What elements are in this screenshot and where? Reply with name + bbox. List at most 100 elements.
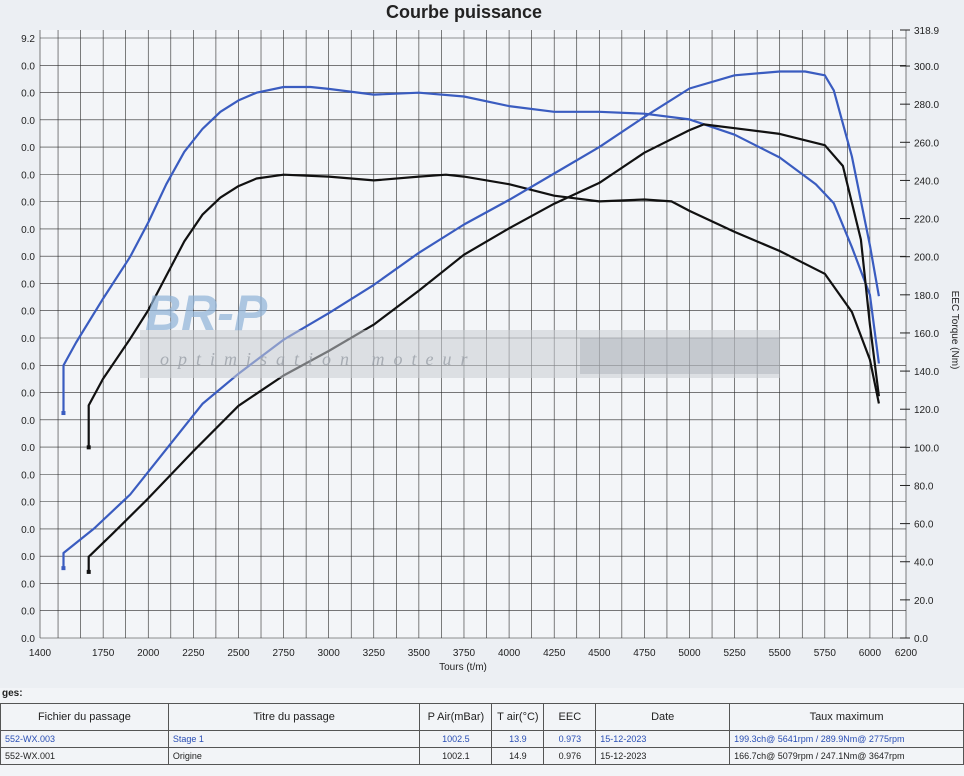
plot-background <box>40 30 906 638</box>
x-tick-label: 2000 <box>137 648 160 659</box>
x-tick-label: 5500 <box>769 648 792 659</box>
header-date: Date <box>595 703 731 731</box>
cell-pair: 1002.1 <box>419 747 493 765</box>
y-right-tick-label: 220.0 <box>914 215 939 226</box>
y-left-tick-label: 0.0 <box>21 225 35 236</box>
y-right-tick-label: 20.0 <box>914 596 934 607</box>
runs-table-section: ges: Fichier du passage Titre du passage… <box>0 688 964 776</box>
chart-plot: 1400 1750 2000 2250 2500 2750 3000 3250 3500 3750… <box>21 26 960 673</box>
cell-fichier: 552-WX.003 <box>0 730 169 748</box>
x-tick-label: 3750 <box>453 648 476 659</box>
y-right-tick-label: 160.0 <box>914 329 939 340</box>
series-start-marker-1 <box>61 411 66 416</box>
y-right-tick-label: 318.9 <box>914 26 939 37</box>
table-header-row: Fichier du passage Titre du passage P Ai… <box>0 703 964 731</box>
cell-fichier: 552-WX.001 <box>0 747 169 765</box>
table-caption: ges: <box>2 688 23 699</box>
header-taux: Taux maximum <box>729 703 964 731</box>
y-axis-title-right: EEC Torque (Nm) <box>949 291 960 370</box>
x-tick-label: 2500 <box>227 648 250 659</box>
y-left-tick-label: 0.0 <box>21 61 35 72</box>
x-tick-label: 5000 <box>678 648 701 659</box>
header-tair: T air(°C) <box>491 703 545 731</box>
series-line-4 <box>87 123 880 572</box>
y-right-tick-label: 100.0 <box>914 443 939 454</box>
y-left-tick-label: 0.0 <box>21 552 35 563</box>
y-left-tick-label: 0.0 <box>21 498 35 509</box>
x-tick-label: 6000 <box>859 648 882 659</box>
cell-titre: Origine <box>167 747 421 765</box>
cell-taux: 166.7ch@ 5079rpm / 247.1Nm@ 3647rpm <box>729 747 964 765</box>
y-left-tick-label: 0.0 <box>21 470 35 481</box>
table-row[interactable]: 552-WX.001 Origine 1002.1 14.9 0.976 15-… <box>0 747 964 765</box>
y-left-tick-label: 0.0 <box>21 416 35 427</box>
x-tick-label: 3500 <box>408 648 431 659</box>
table-row[interactable]: 552-WX.003 Stage 1 1002.5 13.9 0.973 15-… <box>0 730 964 748</box>
y-left-tick-label: 0.0 <box>21 361 35 372</box>
header-titre: Titre du passage <box>167 703 421 731</box>
x-tick-label: 1750 <box>92 648 115 659</box>
x-tick-label: 5250 <box>723 648 746 659</box>
x-tick-label: 3250 <box>363 648 386 659</box>
x-tick-label: 4000 <box>498 648 521 659</box>
axis-ticks: 1400 1750 2000 2250 2500 2750 3000 3250 3500 3750… <box>21 26 939 659</box>
header-fichier: Fichier du passage <box>0 703 169 731</box>
y-right-tick-label: 240.0 <box>914 176 939 187</box>
y-left-tick-label: 0.0 <box>21 252 35 263</box>
x-tick-label: 6200 <box>895 648 918 659</box>
cell-taux: 199.3ch@ 5641rpm / 289.9Nm@ 2775rpm <box>729 730 964 748</box>
y-left-tick-label: 0.0 <box>21 279 35 290</box>
x-axis-title: Tours (t/m) <box>439 662 487 673</box>
y-left-tick-label: 0.0 <box>21 116 35 127</box>
y-right-tick-label: 120.0 <box>914 405 939 416</box>
y-left-tick-label: 0.0 <box>21 607 35 618</box>
x-tick-label: 4500 <box>588 648 611 659</box>
y-left-tick-label: 9.2 <box>21 34 35 45</box>
y-right-tick-label: 140.0 <box>914 367 939 378</box>
series-line-3 <box>62 70 880 569</box>
y-right-tick-label: 300.0 <box>914 62 939 73</box>
series-start-marker-4 <box>86 569 91 574</box>
x-tick-label: 1400 <box>29 648 52 659</box>
chart-title: Courbe puissance <box>385 2 543 22</box>
series-line-2 <box>87 173 880 448</box>
cell-eec: 0.973 <box>543 730 597 748</box>
y-right-tick-label: 80.0 <box>914 481 934 492</box>
y-right-tick-label: 280.0 <box>914 100 939 111</box>
header-pair: P Air(mBar) <box>419 703 493 731</box>
cell-tair: 14.9 <box>491 747 545 765</box>
y-right-tick-label: 260.0 <box>914 138 939 149</box>
y-left-tick-label: 0.0 <box>21 443 35 454</box>
y-left-tick-label: 0.0 <box>21 307 35 318</box>
cell-titre: Stage 1 <box>167 730 421 748</box>
cell-eec: 0.976 <box>543 747 597 765</box>
y-left-tick-label: 0.0 <box>21 525 35 536</box>
cell-date: 15-12-2023 <box>595 730 731 748</box>
series-line-1 <box>62 85 880 413</box>
series-layer <box>61 70 880 574</box>
y-left-tick-label: 0.0 <box>21 389 35 400</box>
y-left-tick-label: 0.0 <box>21 89 35 100</box>
series-start-marker-2 <box>86 445 91 450</box>
x-tick-label: 5750 <box>814 648 837 659</box>
header-eec: EEC <box>543 703 597 731</box>
cell-date: 15-12-2023 <box>595 747 731 765</box>
runs-table: Fichier du passage Titre du passage P Ai… <box>0 703 964 765</box>
x-tick-label: 4750 <box>633 648 656 659</box>
series-start-marker-3 <box>61 566 66 571</box>
cell-tair: 13.9 <box>491 730 545 748</box>
y-left-tick-label: 0.0 <box>21 334 35 345</box>
x-tick-label: 4250 <box>543 648 566 659</box>
x-tick-label: 3000 <box>318 648 341 659</box>
y-right-tick-label: 40.0 <box>914 558 934 569</box>
y-right-tick-label: 60.0 <box>914 520 934 531</box>
y-right-tick-label: 200.0 <box>914 253 939 264</box>
y-right-tick-label: 180.0 <box>914 291 939 302</box>
x-tick-label: 2750 <box>272 648 295 659</box>
y-left-tick-label: 0.0 <box>21 634 35 645</box>
y-left-tick-label: 0.0 <box>21 143 35 154</box>
x-tick-label: 2250 <box>182 648 205 659</box>
cell-pair: 1002.5 <box>419 730 493 748</box>
y-left-tick-label: 0.0 <box>21 198 35 209</box>
y-right-tick-label: 0.0 <box>914 634 928 645</box>
